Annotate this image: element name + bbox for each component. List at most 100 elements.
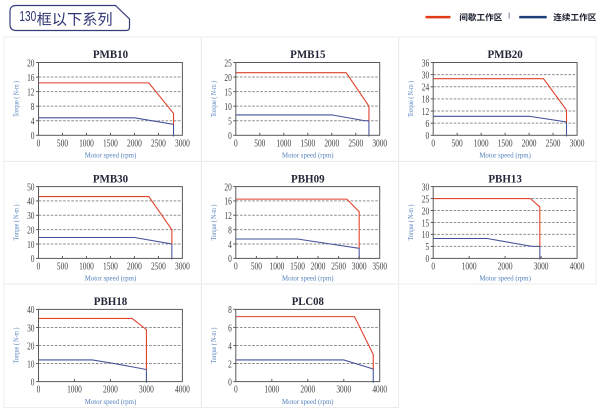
svg-text:2000: 2000 <box>522 138 537 149</box>
svg-text:Motor speed (rpm): Motor speed (rpm) <box>479 152 531 160</box>
svg-text:1000: 1000 <box>67 385 82 396</box>
svg-text:0: 0 <box>228 254 232 265</box>
svg-text:1000: 1000 <box>79 261 94 272</box>
svg-text:1500: 1500 <box>300 138 315 149</box>
svg-text:2000: 2000 <box>311 261 326 272</box>
svg-text:1500: 1500 <box>103 261 118 272</box>
svg-text:2500: 2500 <box>348 138 363 149</box>
svg-text:2500: 2500 <box>546 138 561 149</box>
svg-text:40: 40 <box>27 305 34 316</box>
svg-text:500: 500 <box>57 261 68 272</box>
svg-text:30: 30 <box>27 211 34 222</box>
svg-text:0: 0 <box>37 385 41 396</box>
svg-text:PBH09: PBH09 <box>291 171 325 185</box>
svg-text:1000: 1000 <box>462 261 477 272</box>
svg-text:18: 18 <box>422 95 429 106</box>
svg-text:15: 15 <box>224 87 231 98</box>
svg-text:20: 20 <box>27 58 34 69</box>
svg-text:1500: 1500 <box>498 138 513 149</box>
svg-text:1000: 1000 <box>474 138 489 149</box>
svg-text:0: 0 <box>228 131 232 142</box>
svg-text:0: 0 <box>431 261 435 272</box>
svg-text:10: 10 <box>27 240 34 251</box>
svg-text:2000: 2000 <box>127 138 142 149</box>
svg-text:Torque ( N-m ): Torque ( N-m ) <box>406 204 415 240</box>
svg-text:1000: 1000 <box>79 138 94 149</box>
svg-text:2500: 2500 <box>151 261 166 272</box>
svg-text:Motor speed (rpm): Motor speed (rpm) <box>479 275 531 283</box>
svg-text:25: 25 <box>224 58 231 69</box>
svg-text:2: 2 <box>228 359 232 370</box>
svg-text:PMB30: PMB30 <box>93 171 128 185</box>
svg-text:5: 5 <box>228 117 232 128</box>
svg-text:4000: 4000 <box>570 261 585 272</box>
svg-text:50: 50 <box>27 182 34 193</box>
svg-text:Torque ( N-m ): Torque ( N-m ) <box>209 204 218 240</box>
svg-text:2500: 2500 <box>151 138 166 149</box>
svg-text:25: 25 <box>422 194 429 205</box>
svg-text:0: 0 <box>37 261 41 272</box>
svg-text:Motor speed (rpm): Motor speed (rpm) <box>282 275 334 283</box>
svg-text:Motor speed (rpm): Motor speed (rpm) <box>282 398 334 406</box>
svg-text:3000: 3000 <box>175 261 190 272</box>
svg-text:24: 24 <box>422 83 429 94</box>
svg-text:20: 20 <box>224 73 231 84</box>
svg-text:20: 20 <box>224 182 231 193</box>
svg-text:Motor speed (rpm): Motor speed (rpm) <box>85 398 137 406</box>
svg-text:6: 6 <box>426 119 430 130</box>
svg-text:0: 0 <box>37 138 41 149</box>
svg-text:2000: 2000 <box>103 385 118 396</box>
svg-text:36: 36 <box>422 58 429 69</box>
svg-text:3000: 3000 <box>534 261 549 272</box>
svg-text:12: 12 <box>224 211 231 222</box>
svg-text:6: 6 <box>228 323 232 334</box>
svg-text:3000: 3000 <box>570 138 585 149</box>
svg-text:Torque ( N-m ): Torque ( N-m ) <box>209 327 218 363</box>
svg-text:0: 0 <box>31 377 35 388</box>
svg-text:3000: 3000 <box>139 385 154 396</box>
svg-text:0: 0 <box>31 131 35 142</box>
svg-text:Torque ( N-m ): Torque ( N-m ) <box>12 81 21 117</box>
svg-text:Motor speed (rpm): Motor speed (rpm) <box>282 152 334 160</box>
svg-text:Torque ( N-m ): Torque ( N-m ) <box>12 327 21 363</box>
svg-text:12: 12 <box>27 87 34 98</box>
svg-text:15: 15 <box>422 218 429 229</box>
svg-text:Torque ( N-m ): Torque ( N-m ) <box>12 204 21 240</box>
svg-text:16: 16 <box>224 197 231 208</box>
svg-text:500: 500 <box>254 138 265 149</box>
svg-text:2000: 2000 <box>324 138 339 149</box>
svg-text:PMB15: PMB15 <box>290 47 325 61</box>
svg-text:12: 12 <box>422 107 429 118</box>
svg-text:0: 0 <box>31 254 35 265</box>
svg-text:20: 20 <box>422 206 429 217</box>
svg-text:PMB10: PMB10 <box>93 47 128 61</box>
svg-text:30: 30 <box>27 323 34 334</box>
svg-text:Motor speed (rpm): Motor speed (rpm) <box>85 152 137 160</box>
svg-text:3000: 3000 <box>372 138 387 149</box>
svg-text:1000: 1000 <box>264 385 279 396</box>
svg-text:20: 20 <box>27 341 34 352</box>
svg-text:8: 8 <box>228 305 232 316</box>
svg-text:2500: 2500 <box>331 261 346 272</box>
svg-text:10: 10 <box>27 359 34 370</box>
svg-text:10: 10 <box>224 102 231 113</box>
svg-text:30: 30 <box>422 182 429 193</box>
svg-text:10: 10 <box>422 230 429 241</box>
svg-text:8: 8 <box>31 102 35 113</box>
svg-text:0: 0 <box>234 138 238 149</box>
svg-text:0: 0 <box>228 377 232 388</box>
svg-text:1000: 1000 <box>276 138 291 149</box>
svg-text:Motor speed (rpm): Motor speed (rpm) <box>85 275 137 283</box>
svg-text:4000: 4000 <box>372 385 387 396</box>
svg-text:1000: 1000 <box>270 261 285 272</box>
svg-text:5: 5 <box>426 242 430 253</box>
svg-text:PBH13: PBH13 <box>488 171 522 185</box>
svg-text:3000: 3000 <box>175 138 190 149</box>
svg-text:4000: 4000 <box>175 385 190 396</box>
svg-text:30: 30 <box>422 70 429 81</box>
svg-text:8: 8 <box>228 225 232 236</box>
svg-text:1500: 1500 <box>290 261 305 272</box>
svg-text:4: 4 <box>31 117 35 128</box>
svg-text:16: 16 <box>27 73 34 84</box>
svg-text:3000: 3000 <box>336 385 351 396</box>
